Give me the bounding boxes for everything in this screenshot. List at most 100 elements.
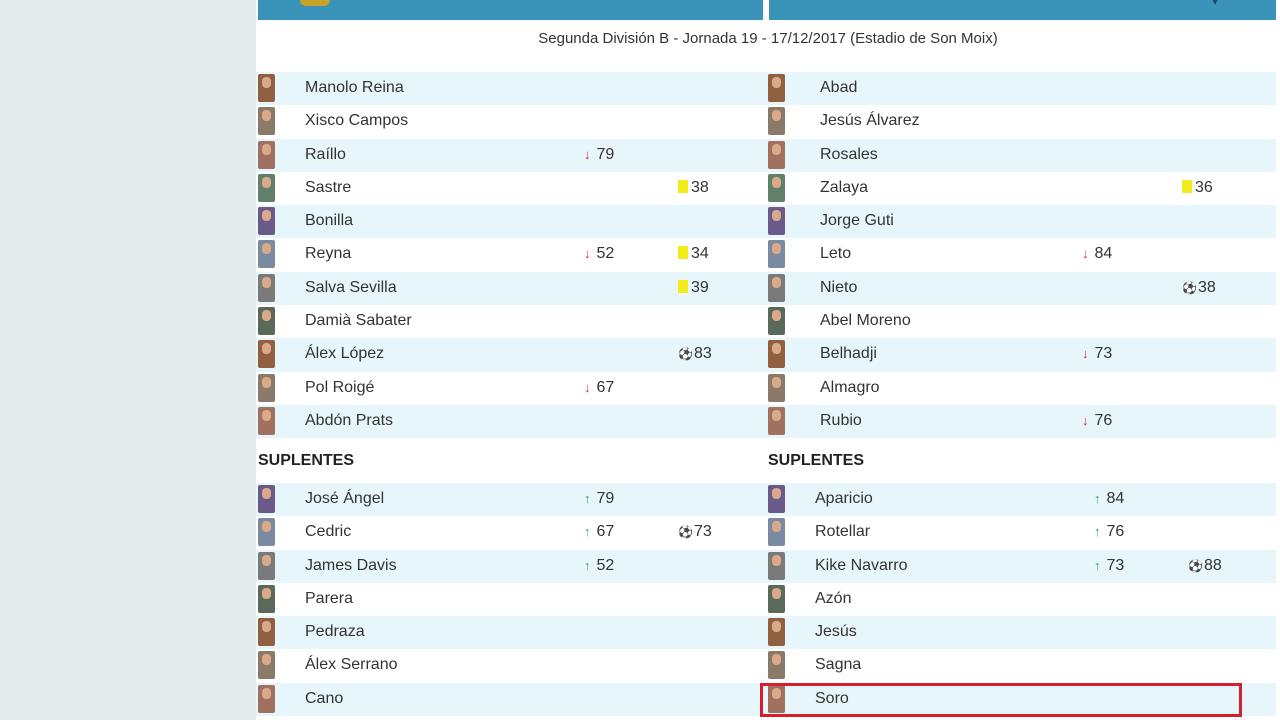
player-name[interactable]: Azón (815, 589, 852, 607)
player-name[interactable]: Rubio (820, 411, 862, 429)
player-name[interactable]: Parera (305, 589, 354, 607)
player-row[interactable]: Zalaya 36 (766, 172, 1276, 205)
player-photo (768, 651, 785, 680)
player-row[interactable]: Reyna ↓ 52 34 (256, 238, 766, 271)
player-row[interactable]: Rubio ↓ 76 (766, 404, 1276, 439)
player-row[interactable]: Rotellar ↑ 76 (766, 516, 1276, 549)
sub_in-minute: ↑ 52 (584, 556, 615, 574)
player-row[interactable]: Cedric ↑ 67 ⚽73 (256, 516, 766, 549)
player-name[interactable]: Nieto (820, 278, 858, 296)
player-name[interactable]: Cano (305, 689, 344, 707)
player-name[interactable]: Rosales (820, 145, 878, 163)
player-row[interactable]: Leto ↓ 84 (766, 238, 1276, 271)
player-row[interactable]: Jesús (766, 616, 1276, 650)
player-row[interactable]: Bonilla (256, 205, 766, 239)
player-row[interactable]: Jorge Guti (766, 205, 1276, 239)
player-row[interactable]: Soro (766, 682, 1276, 717)
player-name[interactable]: Raíllo (305, 145, 346, 163)
player-row[interactable]: Raíllo ↓ 79 (256, 138, 766, 172)
player-row[interactable]: Álex López ⚽83 (256, 338, 766, 372)
player-name[interactable]: Pedraza (305, 623, 365, 641)
player-name[interactable]: Kike Navarro (815, 556, 908, 574)
yellow-card-icon (678, 179, 688, 193)
player-row[interactable]: Belhadji ↓ 73 (766, 338, 1276, 372)
player-photo (768, 74, 785, 102)
player-row[interactable]: Sastre 38 (256, 172, 766, 205)
sub_in-minute: ↑ 76 (1094, 523, 1125, 541)
player-name[interactable]: Zalaya (820, 178, 869, 196)
player-row[interactable]: Aparicio ↑ 84 (766, 483, 1276, 517)
goal-minute: ⚽83 (678, 345, 712, 363)
player-photo (768, 207, 785, 236)
goal-minute: ⚽73 (678, 523, 712, 541)
player-row[interactable]: Sagna (766, 649, 1276, 682)
yellow-card-icon (1182, 179, 1192, 193)
player-photo (768, 173, 785, 202)
player-name[interactable]: Sagna (815, 656, 862, 674)
player-name[interactable]: Álex López (305, 345, 385, 363)
player-name[interactable]: Jesús (815, 623, 857, 641)
player-name[interactable]: Abel Moreno (820, 312, 911, 330)
player-row[interactable]: Jesús Álvarez (766, 105, 1276, 138)
player-row[interactable]: Kike Navarro ↑ 73 ⚽88 (766, 549, 1276, 583)
player-photo (258, 618, 275, 647)
arrow-up-icon: ↑ (584, 557, 591, 573)
ball-icon: ⚽ (1188, 558, 1203, 573)
player-name[interactable]: Rotellar (815, 523, 871, 541)
player-row[interactable]: Pol Roigé ↓ 67 (256, 372, 766, 405)
player-name[interactable]: José Ángel (305, 490, 385, 507)
sub_out-minute: ↓ 52 (584, 245, 615, 263)
player-row[interactable]: Damià Sabater (256, 305, 766, 338)
player-name[interactable]: Soro (815, 689, 849, 707)
chevron-down-icon[interactable]: ▼ (1212, 0, 1219, 6)
player-name[interactable]: James Davis (305, 556, 397, 574)
player-row[interactable]: Rosales (766, 138, 1276, 172)
player-row[interactable]: Cano (256, 682, 766, 717)
player-photo (768, 240, 785, 269)
player-row[interactable]: Abel Moreno (766, 305, 1276, 338)
player-name[interactable]: Damià Sabater (305, 312, 412, 330)
player-name[interactable]: Abdón Prats (305, 411, 394, 429)
player-name[interactable]: Pol Roigé (305, 378, 375, 396)
player-row[interactable]: Xisco Campos (256, 105, 766, 138)
player-row[interactable]: Pedraza (256, 616, 766, 650)
player-row[interactable]: Salva Sevilla 39 (256, 271, 766, 306)
player-name[interactable]: Reyna (305, 245, 352, 263)
player-row[interactable]: Nieto ⚽38 (766, 271, 1276, 306)
player-row[interactable]: James Davis ↑ 52 (256, 549, 766, 583)
player-name[interactable]: Xisco Campos (305, 112, 409, 130)
player-name[interactable]: Bonilla (305, 212, 354, 230)
player-name[interactable]: Abad (820, 79, 858, 96)
player-photo (258, 373, 275, 402)
player-row[interactable]: José Ángel ↑ 79 (256, 483, 766, 517)
player-name[interactable]: Leto (820, 245, 852, 263)
player-photo (258, 551, 275, 580)
player-name[interactable]: Jorge Guti (820, 212, 894, 230)
player-name[interactable]: Álex Serrano (305, 656, 398, 674)
player-name[interactable]: Jesús Álvarez (820, 112, 920, 130)
player-row[interactable]: Azón (766, 583, 1276, 616)
player-row[interactable]: Abdón Prats (256, 404, 766, 439)
arrow-up-icon: ↑ (584, 524, 591, 540)
player-row[interactable]: Álex Serrano (256, 649, 766, 682)
player-name[interactable]: Belhadji (820, 345, 877, 363)
player-photo (768, 684, 785, 713)
player-name[interactable]: Aparicio (815, 490, 873, 507)
player-row[interactable]: Abad (766, 72, 1276, 106)
player-photo (258, 173, 275, 202)
arrow-up-icon: ↑ (1094, 524, 1101, 540)
player-name[interactable]: Cedric (305, 523, 352, 541)
player-photo (768, 551, 785, 580)
player-photo (258, 107, 275, 136)
ball-icon: ⚽ (1182, 280, 1197, 295)
away-subs: Aparicio ↑ 84 Rotellar ↑ 76 Kike Navarro ↑ 73 ⚽88… (766, 483, 1276, 717)
player-name[interactable]: Almagro (820, 378, 880, 396)
player-row[interactable]: Manolo Reina (256, 72, 766, 106)
player-name[interactable]: Salva Sevilla (305, 278, 397, 296)
player-name[interactable]: Sastre (305, 178, 352, 196)
player-row[interactable]: Parera (256, 583, 766, 616)
player-row[interactable]: Almagro (766, 372, 1276, 405)
yellow-card-icon (678, 279, 688, 293)
player-photo (768, 406, 785, 435)
player-name[interactable]: Manolo Reina (305, 79, 404, 96)
